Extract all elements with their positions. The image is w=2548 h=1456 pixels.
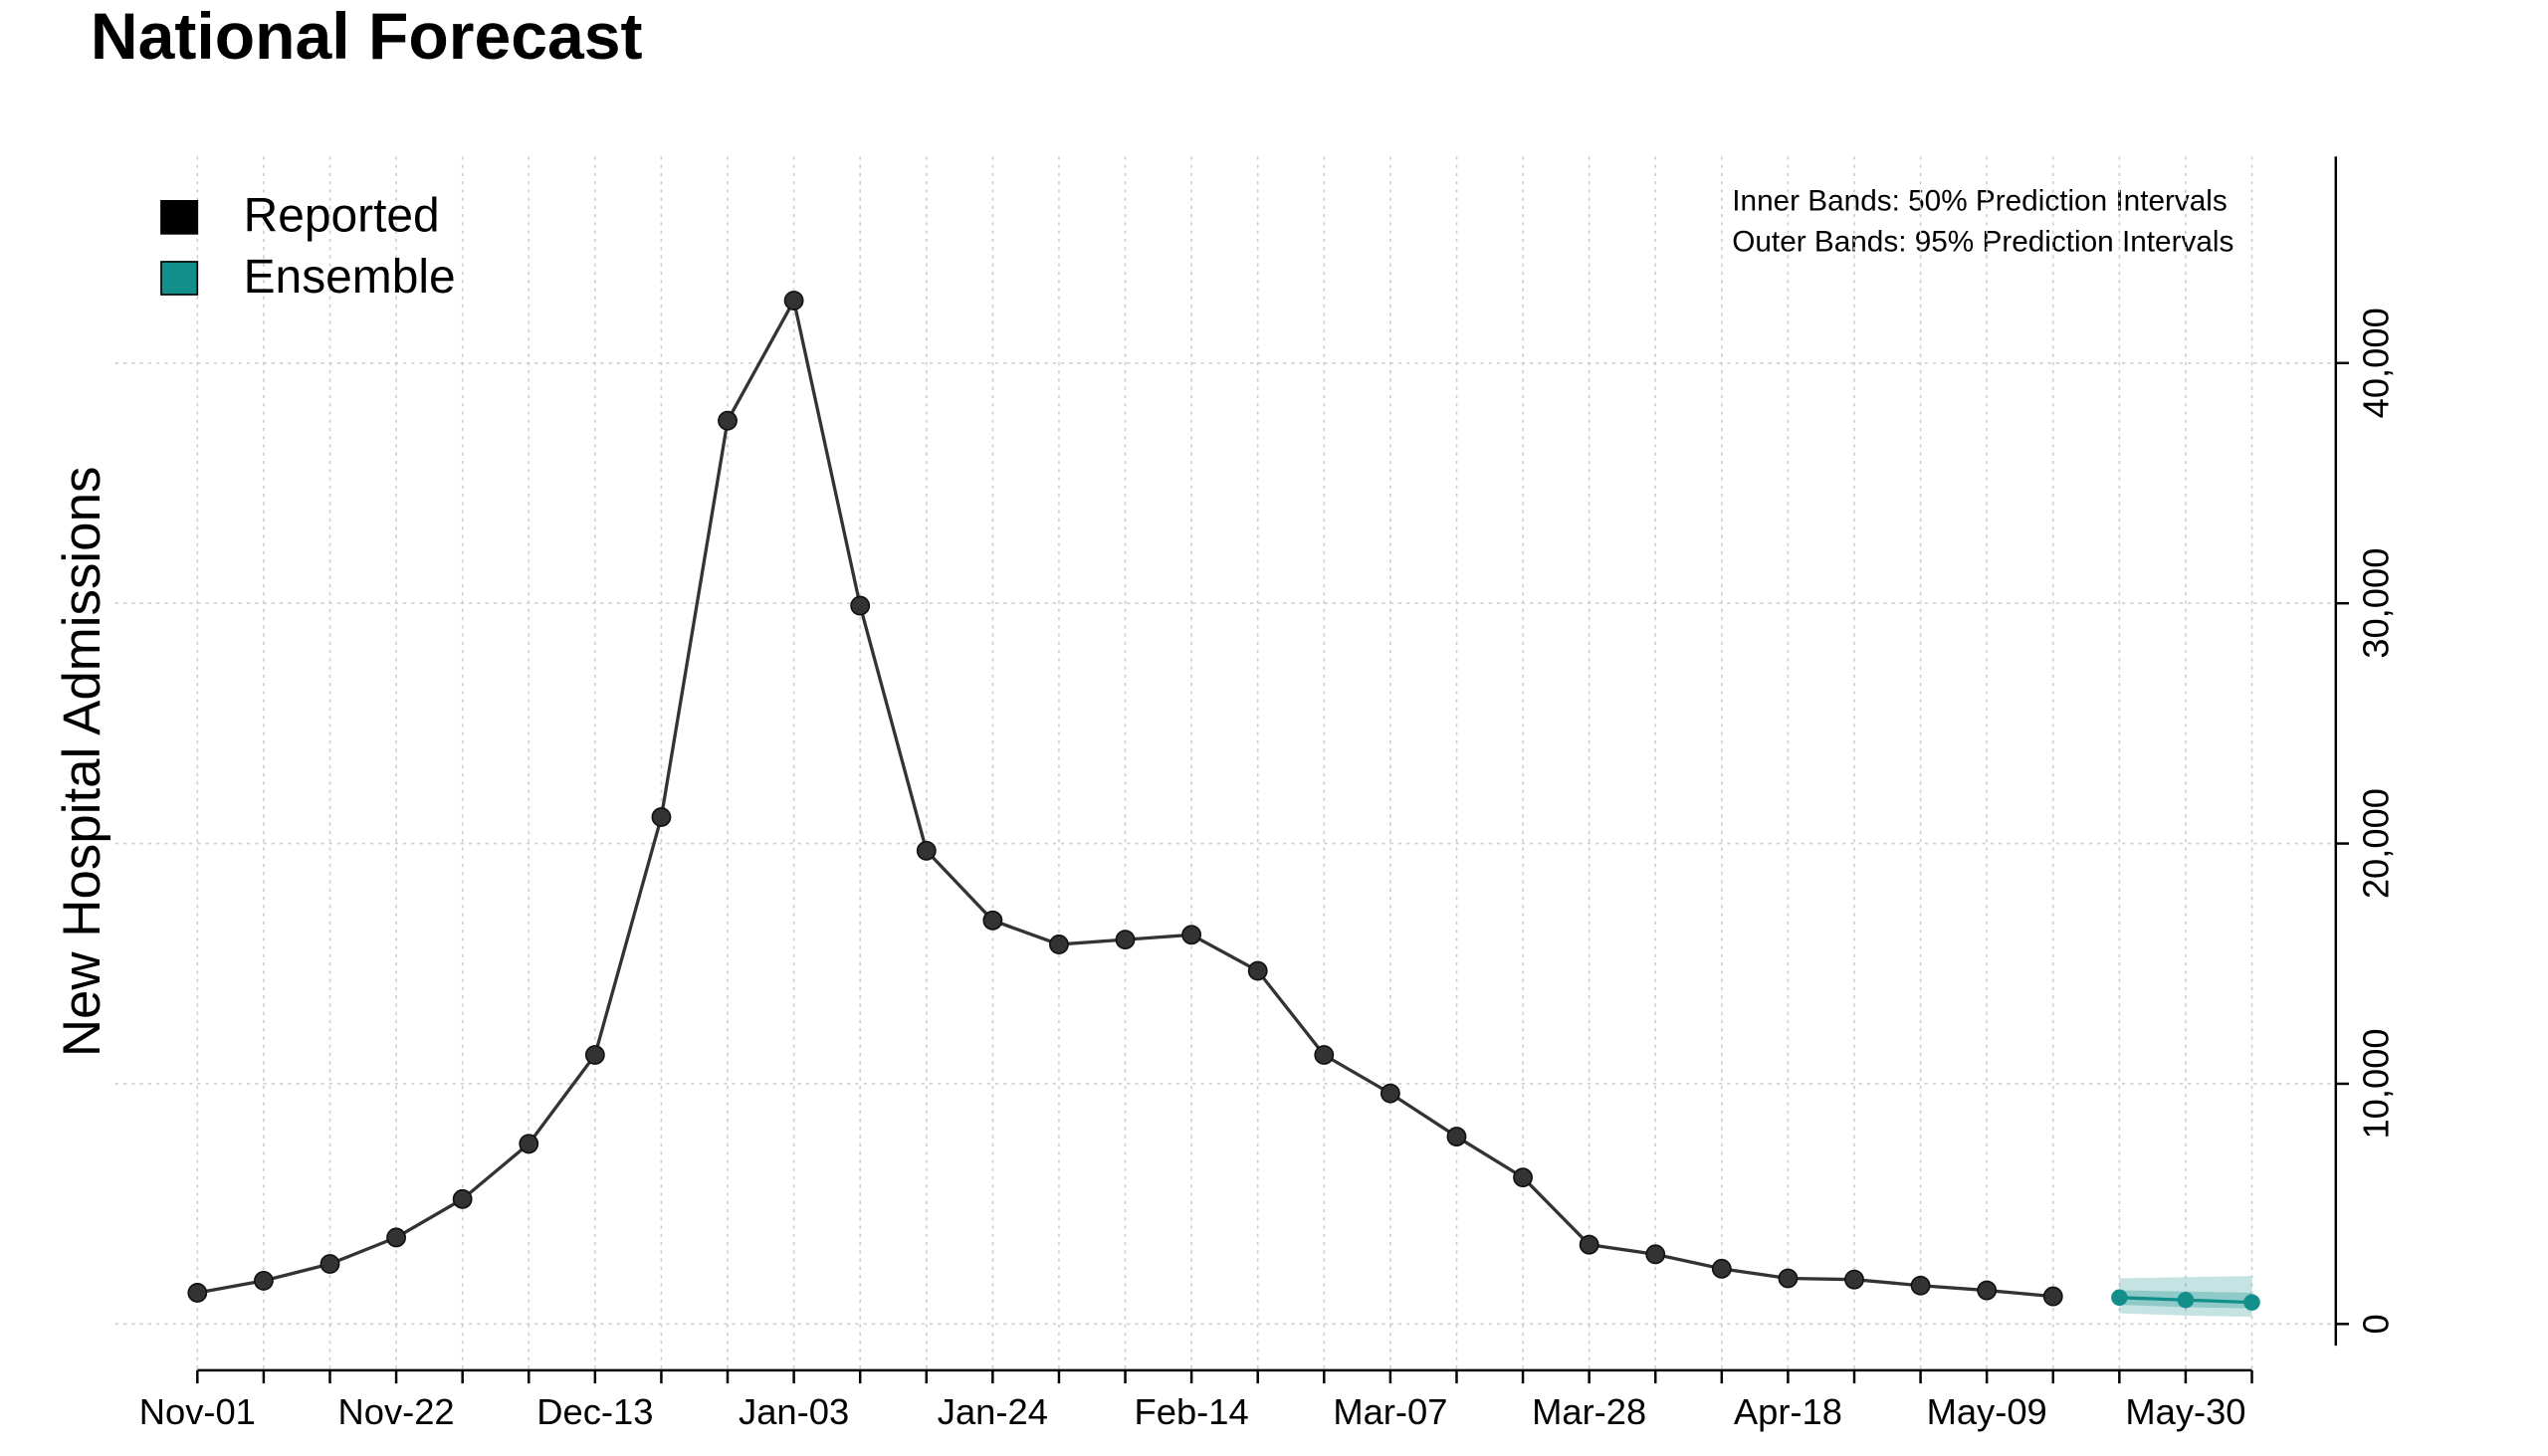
y-tick-label: 20,000 <box>2355 788 2396 899</box>
data-point <box>718 410 738 431</box>
data-point <box>519 1134 539 1154</box>
data-point <box>1844 1269 1864 1290</box>
data-point <box>1115 930 1136 950</box>
y-tick-label: 10,000 <box>2355 1028 2396 1139</box>
x-tick-label: Feb-14 <box>1135 1391 1249 1432</box>
data-point <box>982 910 1003 931</box>
y-tick-label: 0 <box>2355 1314 2396 1334</box>
data-point <box>2042 1286 2063 1307</box>
data-point <box>187 1283 208 1303</box>
data-point <box>1645 1244 1666 1265</box>
x-tick-label: Nov-22 <box>337 1391 454 1432</box>
annotation: Outer Bands: 95% Prediction Intervals <box>1732 226 2233 259</box>
data-point <box>386 1227 406 1248</box>
data-point <box>651 807 672 827</box>
data-point <box>850 595 871 616</box>
data-point <box>2111 1289 2128 1307</box>
x-tick-label: Jan-03 <box>739 1391 849 1432</box>
x-tick-label: Mar-28 <box>1532 1391 1646 1432</box>
data-point <box>783 291 804 311</box>
x-tick-label: May-30 <box>2125 1391 2245 1432</box>
data-point <box>1181 925 1202 945</box>
data-point <box>1579 1234 1599 1255</box>
legend-swatch <box>160 199 199 235</box>
data-point <box>319 1254 340 1274</box>
x-tick-label: Mar-07 <box>1333 1391 1447 1432</box>
y-tick-label: 40,000 <box>2355 308 2396 418</box>
x-tick-label: Dec-13 <box>536 1391 653 1432</box>
data-point <box>1247 960 1268 981</box>
y-tick-label: 30,000 <box>2355 548 2396 659</box>
data-point <box>1049 935 1069 954</box>
x-tick-label: Apr-18 <box>1734 1391 1842 1432</box>
y-axis-label: New Hospital Admissions <box>53 467 111 1058</box>
data-point <box>1910 1275 1931 1296</box>
data-point <box>1778 1268 1799 1289</box>
data-point <box>1380 1083 1400 1104</box>
annotation: Inner Bands: 50% Prediction Intervals <box>1732 184 2228 217</box>
data-point <box>2243 1294 2260 1311</box>
data-point <box>1446 1127 1467 1146</box>
data-point <box>1513 1167 1533 1188</box>
data-point <box>1711 1258 1732 1279</box>
data-point <box>253 1270 274 1291</box>
data-point <box>1314 1045 1335 1065</box>
data-point <box>1977 1280 1998 1301</box>
chart-title: National Forecast <box>91 0 643 74</box>
legend-label: Reported <box>244 190 440 243</box>
data-point <box>2177 1291 2195 1309</box>
x-tick-label: May-09 <box>1927 1391 2047 1432</box>
data-point <box>584 1045 605 1065</box>
data-point <box>452 1188 473 1209</box>
legend-label: Ensemble <box>244 251 456 304</box>
legend-swatch <box>160 261 199 296</box>
data-point <box>916 840 937 861</box>
x-tick-label: Jan-24 <box>938 1391 1048 1432</box>
x-tick-label: Nov-01 <box>139 1391 256 1432</box>
